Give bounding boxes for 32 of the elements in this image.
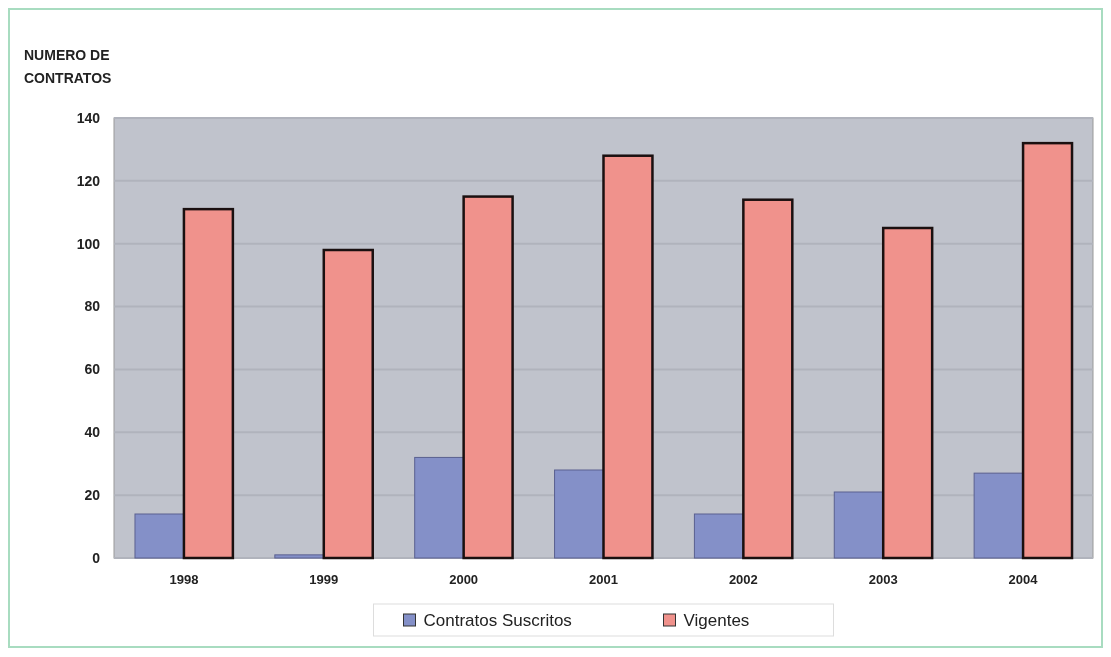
y-tick-label: 80 [84,298,101,315]
x-tick-label: 2002 [728,572,758,587]
legend-label: Contratos Suscritos [423,610,572,630]
y-tick-label: 40 [84,424,101,441]
x-tick-label: 2000 [449,572,479,587]
legend-label: Vigentes [683,610,750,630]
x-tick-label: 2001 [589,572,618,587]
x-tick-label: 2003 [868,572,898,587]
y-tick-label: 100 [76,235,101,252]
bar [881,226,934,560]
y-tick-label: 140 [76,109,101,126]
bar [414,456,465,559]
x-tick-label: 1999 [309,572,339,587]
x-tick-label: 1998 [169,572,199,587]
bar [742,198,794,560]
bar [833,491,884,559]
bar [462,195,514,560]
y-tick-label: 120 [76,172,101,189]
bar [274,554,325,559]
bar [973,472,1024,559]
y-tick-label: 60 [84,361,101,378]
bar [182,207,235,560]
bar [693,513,744,559]
bar [1021,141,1074,560]
bar [322,248,374,560]
bar [134,513,185,559]
y-tick-label: 20 [84,487,101,504]
bar [602,154,654,560]
x-tick-label: 2004 [1008,572,1039,587]
y-tick-label: 0 [92,549,101,566]
y-axis-title: NUMERO DE CONTRATOS [24,47,112,86]
bar [554,469,604,559]
